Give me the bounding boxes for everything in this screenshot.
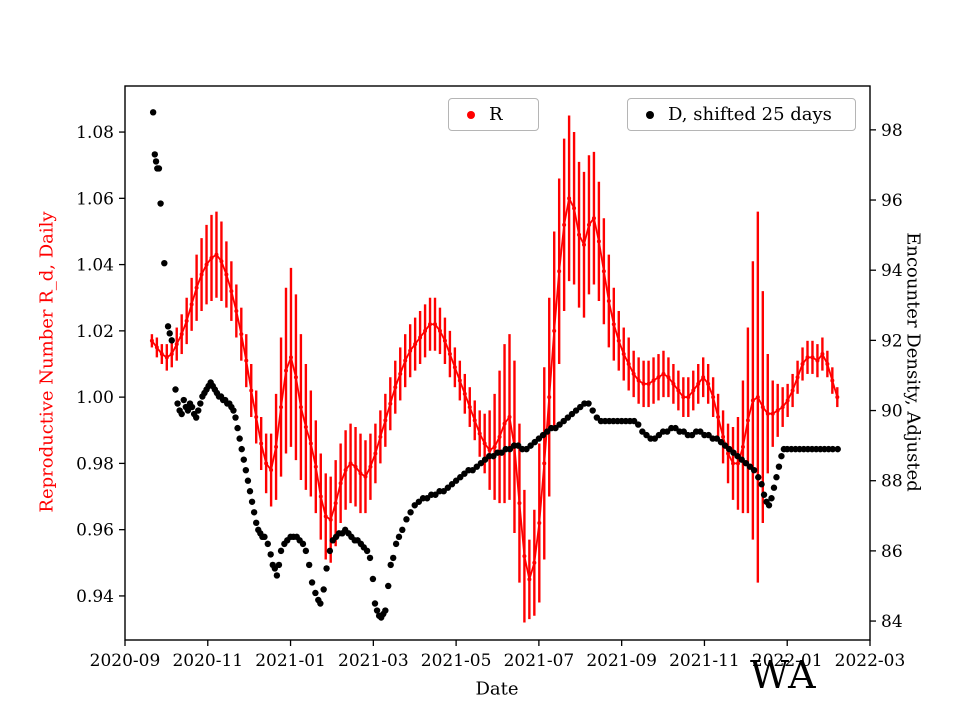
svg-text:2022-03: 2022-03 [835,651,906,671]
svg-text:84: 84 [881,612,903,632]
svg-text:2021-09: 2021-09 [586,651,657,671]
svg-text:88: 88 [881,472,903,492]
svg-text:1.02: 1.02 [76,322,114,342]
svg-text:1.06: 1.06 [76,189,114,209]
svg-text:1.08: 1.08 [76,123,114,143]
svg-text:2020-09: 2020-09 [90,651,161,671]
state-code-annotation: WA [750,653,817,697]
legend-label-r: R [489,104,503,125]
legend-box-d: D, shifted 25 days [627,98,856,131]
legend-label-d: D, shifted 25 days [668,104,832,125]
svg-text:86: 86 [881,542,903,562]
svg-text:0.98: 0.98 [76,454,114,474]
svg-text:92: 92 [881,331,903,351]
svg-text:2021-01: 2021-01 [255,651,326,671]
left-axis-title: Reproductive Number R_d, Daily [36,211,58,513]
svg-text:98: 98 [881,121,903,141]
red-dot-marker-icon [467,110,475,119]
svg-text:2022-01: 2022-01 [752,651,823,671]
svg-text:2021-05: 2021-05 [421,651,492,671]
legend-box-r: R [448,98,539,131]
right-axis-title: Encounter Density, Adjusted [902,232,924,492]
svg-text:2021-03: 2021-03 [338,651,409,671]
svg-text:2021-11: 2021-11 [669,651,740,671]
svg-text:94: 94 [881,261,903,281]
svg-text:1.00: 1.00 [76,388,114,408]
svg-text:2020-11: 2020-11 [172,651,243,671]
svg-text:96: 96 [881,191,903,211]
x-axis-title: Date [475,678,519,700]
svg-text:90: 90 [881,402,903,422]
svg-text:0.96: 0.96 [76,521,114,541]
svg-text:2021-07: 2021-07 [504,651,575,671]
svg-text:0.94: 0.94 [76,587,114,607]
black-dot-marker-icon [646,110,654,119]
svg-text:1.04: 1.04 [76,256,114,276]
